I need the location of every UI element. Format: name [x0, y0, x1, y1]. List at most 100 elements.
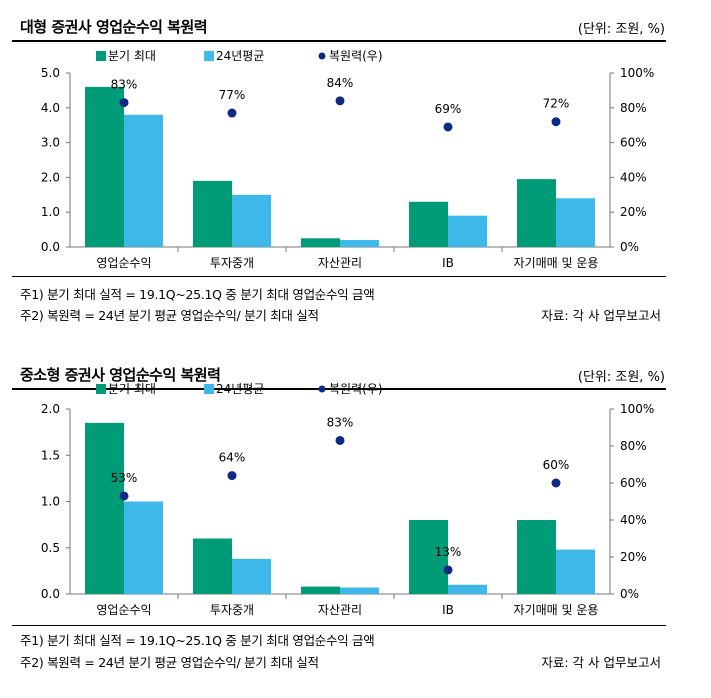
y-tick-label: 0.0 [41, 587, 60, 601]
bar-2024-average [448, 215, 487, 247]
x-tick-label: 자산관리 [318, 256, 362, 270]
legend-label-max: 분기 최대 [108, 382, 156, 396]
ratio-data-label: 83% [327, 415, 354, 429]
bar-chart-large: 0.0 1.0 2.0 3.0 4.0 5.0 0% 20% 40% 60% 80% 100% 영업순수… [41, 49, 654, 270]
bar-2024-average [448, 584, 487, 594]
y-tick-label: 0.5 [41, 541, 60, 555]
ratio-point [335, 435, 345, 445]
legend-swatch-avg [204, 51, 214, 61]
legend-label-ratio: 복원력(우) [329, 49, 383, 63]
ratio-data-label: 13% [435, 545, 462, 559]
x-tick-label: 영업순수익 [96, 256, 151, 270]
unit-label: (단위: 조원, %) [577, 22, 665, 37]
legend-marker-ratio [318, 385, 326, 393]
y-tick-label: 1.0 [41, 495, 60, 509]
ratio-data-label: 69% [435, 102, 462, 116]
y-tick-label: 1.0 [41, 205, 60, 219]
y2-tick-label: 80% [620, 101, 647, 115]
x-tick-label: 투자중개 [210, 603, 254, 617]
footnote-1: 주1) 분기 최대 실적 = 19.1Q~25.1Q 중 분기 최대 영업순수익… [20, 287, 375, 302]
y2-tick-label: 20% [620, 205, 647, 219]
bar-2024-average [556, 198, 595, 247]
bar-quarter-max [301, 238, 340, 247]
ratio-point [227, 471, 237, 481]
y-tick-label: 2.0 [41, 402, 60, 416]
ratio-data-label: 72% [543, 97, 570, 111]
x-tick-label: 자기매매 및 운용 [514, 603, 599, 617]
chart-panel-large: 대형 증권사 영업순수익 복원력 (단위: 조원, %) 0.0 1.0 2.0 3.… [0, 0, 711, 345]
y2-tick-label: 40% [620, 170, 647, 184]
y-tick-label: 0.0 [41, 240, 60, 254]
legend-label-avg: 24년평균 [216, 49, 264, 63]
bar-2024-average [556, 549, 595, 594]
unit-label: (단위: 조원, %) [577, 370, 665, 385]
y-tick-label: 5.0 [41, 66, 60, 80]
source-label: 자료: 각 사 업무보고서 [541, 308, 661, 323]
y2-tick-label: 0% [620, 587, 639, 601]
chart-panel-small-mid: 중소형 증권사 영업순수익 복원력 (단위: 조원, %) 0.0 0.5 1.0 1… [0, 348, 711, 698]
bar-quarter-max [85, 86, 124, 247]
legend-swatch-avg [204, 384, 214, 394]
bar-2024-average [340, 240, 379, 247]
legend-swatch-max [96, 51, 106, 61]
bar-quarter-max [409, 520, 448, 594]
bar-quarter-max [517, 179, 556, 247]
y2-tick-label: 80% [620, 439, 647, 453]
legend-swatch-max [96, 384, 106, 394]
y2-tick-label: 40% [620, 513, 647, 527]
legend-label-ratio: 복원력(우) [329, 382, 383, 396]
bar-quarter-max [517, 520, 556, 594]
ratio-data-label: 84% [327, 76, 354, 90]
ratio-point [551, 478, 561, 488]
ratio-data-label: 83% [111, 78, 138, 92]
ratio-point [335, 96, 345, 106]
x-tick-label: 투자중개 [210, 256, 254, 270]
ratio-point [119, 491, 129, 501]
bar-quarter-max [85, 422, 124, 594]
ratio-point [551, 117, 561, 127]
source-label: 자료: 각 사 업무보고서 [541, 655, 661, 670]
legend-marker-ratio [318, 52, 326, 60]
ratio-data-label: 77% [219, 88, 246, 102]
bar-2024-average [124, 114, 163, 247]
bar-quarter-max [301, 586, 340, 594]
chart-title: 중소형 증권사 영업순수익 복원력 [20, 366, 221, 384]
y2-tick-label: 100% [620, 402, 654, 416]
bar-2024-average [232, 194, 271, 247]
footnote-2: 주2) 복원력 = 24년 분기 평균 영업순수익/ 분기 최대 실적 [20, 655, 319, 670]
x-tick-label: IB [442, 603, 454, 617]
legend-label-max: 분기 최대 [108, 49, 156, 63]
y2-tick-label: 0% [620, 240, 639, 254]
ratio-data-label: 60% [543, 458, 570, 472]
bar-2024-average [124, 501, 163, 594]
y-tick-label: 3.0 [41, 136, 60, 150]
chart-title: 대형 증권사 영업순수익 복원력 [20, 18, 208, 36]
legend-label-avg: 24년평균 [216, 382, 264, 396]
footnote-2: 주2) 복원력 = 24년 분기 평균 영업순수익/ 분기 최대 실적 [20, 308, 319, 323]
bar-quarter-max [409, 201, 448, 247]
top-rule [12, 40, 666, 42]
bar-quarter-max [193, 180, 232, 247]
ratio-point [443, 565, 453, 575]
y-tick-label: 1.5 [41, 448, 60, 462]
y2-tick-label: 60% [620, 136, 647, 150]
ratio-data-label: 64% [219, 451, 246, 465]
ratio-data-label: 53% [111, 471, 138, 485]
ratio-point [119, 98, 129, 108]
footnote-1: 주1) 분기 최대 실적 = 19.1Q~25.1Q 중 분기 최대 영업순수익… [20, 633, 375, 648]
y-tick-label: 2.0 [41, 170, 60, 184]
bar-2024-average [232, 558, 271, 594]
y2-tick-label: 100% [620, 66, 654, 80]
ratio-point [443, 122, 453, 132]
x-tick-label: 자산관리 [318, 603, 362, 617]
y2-tick-label: 20% [620, 550, 647, 564]
x-tick-label: 영업순수익 [96, 603, 151, 617]
y-tick-label: 4.0 [41, 101, 60, 115]
x-tick-label: 자기매매 및 운용 [514, 256, 599, 270]
x-tick-label: IB [442, 256, 454, 270]
notes-rule [12, 276, 666, 277]
notes-rule [12, 625, 666, 626]
top-rule [12, 388, 666, 390]
bar-2024-average [340, 587, 379, 594]
bar-quarter-max [193, 538, 232, 594]
